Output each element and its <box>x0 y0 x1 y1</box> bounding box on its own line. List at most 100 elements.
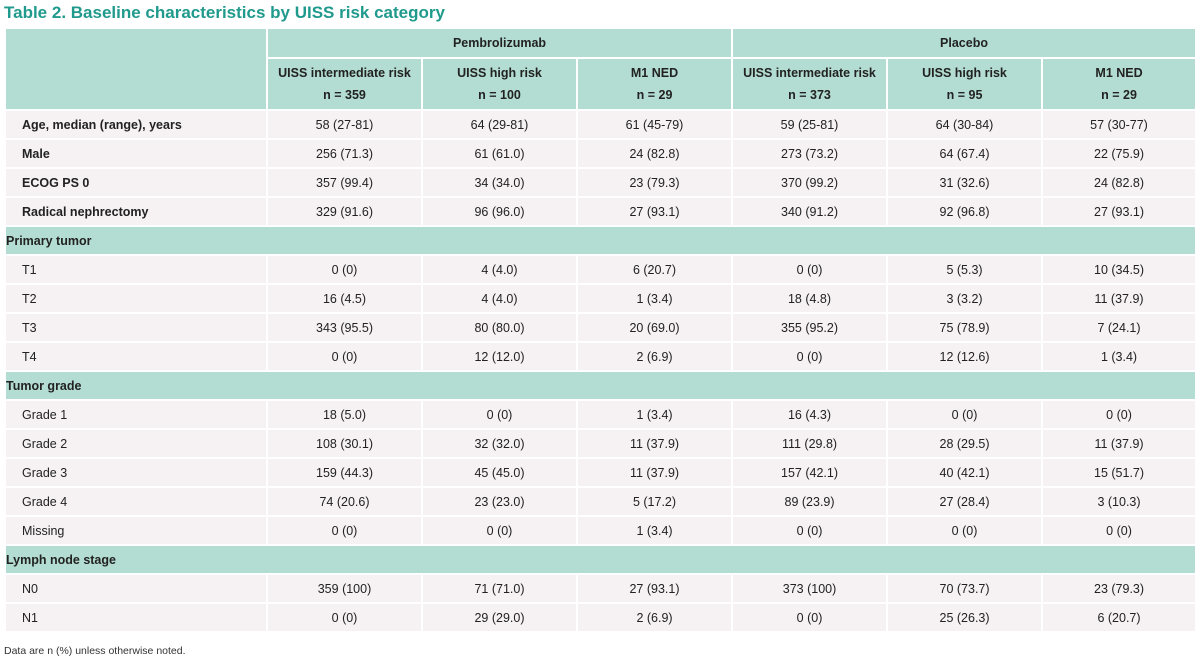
table-cell: 256 (71.3) <box>266 138 423 169</box>
column-header: UISS high risk n = 100 <box>421 57 578 111</box>
table-cell: 75 (78.9) <box>886 312 1044 343</box>
table-title: Table 2. Baseline characteristics by UIS… <box>4 3 445 22</box>
row-label: Radical nephrectomy <box>4 196 268 227</box>
table-cell: 0 (0) <box>1041 399 1198 430</box>
section-title: Lymph node stage <box>3 544 1198 575</box>
table-cell: 27 (93.1) <box>575 196 734 227</box>
table-row: Grade 3 159 (44.3) 45 (45.0) 11 (37.9) 157 (… <box>4 457 1198 488</box>
table-cell: 64 (30-84) <box>886 109 1044 140</box>
table-cell: 29 (29.0) <box>421 602 578 633</box>
row-label: N0 <box>4 573 268 604</box>
table-cell: 1 (3.4) <box>1041 341 1198 372</box>
table-row: T1 0 (0) 4 (4.0) 6 (20.7) 0 (0) 5 (5.3) 10 (34… <box>4 254 1198 285</box>
column-header: UISS intermediate risk n = 359 <box>266 57 423 111</box>
table-row: Missing 0 (0) 0 (0) 1 (3.4) 0 (0) 0 (0) 0 (0) <box>4 515 1198 546</box>
table-cell: 59 (25-81) <box>731 109 889 140</box>
table-cell: 24 (82.8) <box>1041 167 1198 198</box>
table-row: T3 343 (95.5) 80 (80.0) 20 (69.0) 355 (95.2)… <box>4 312 1198 343</box>
table-cell: 27 (28.4) <box>886 486 1044 517</box>
table-cell: 12 (12.6) <box>886 341 1044 372</box>
section-header-row: Lymph node stage <box>3 544 1198 575</box>
table-cell: 159 (44.3) <box>266 457 423 488</box>
row-label: Grade 1 <box>4 399 268 430</box>
column-header: UISS high risk n = 95 <box>886 57 1044 111</box>
table-cell: 10 (34.5) <box>1041 254 1198 285</box>
table-row: T2 16 (4.5) 4 (4.0) 1 (3.4) 18 (4.8) 3 (3.2) 1… <box>4 283 1198 314</box>
table-cell: 1 (3.4) <box>575 515 734 546</box>
table-cell: 6 (20.7) <box>575 254 734 285</box>
table-row: N1 0 (0) 29 (29.0) 2 (6.9) 0 (0) 25 (26.3) 6 (… <box>4 602 1198 633</box>
table-cell: 6 (20.7) <box>1041 602 1198 633</box>
table-cell: 45 (45.0) <box>421 457 578 488</box>
row-label: Missing <box>4 515 268 546</box>
table-cell: 0 (0) <box>731 515 889 546</box>
table-cell: 23 (79.3) <box>575 167 734 198</box>
section-header-row: Primary tumor <box>3 225 1198 256</box>
table-cell: 157 (42.1) <box>731 457 889 488</box>
table-cell: 27 (93.1) <box>575 573 734 604</box>
table-cell: 5 (17.2) <box>575 486 734 517</box>
group-header-pembrolizumab: Pembrolizumab <box>265 27 734 59</box>
table-cell: 24 (82.8) <box>575 138 734 169</box>
table-cell: 11 (37.9) <box>575 457 734 488</box>
group-header-placebo: Placebo <box>731 27 1198 59</box>
table-cell: 58 (27-81) <box>266 109 423 140</box>
table-cell: 22 (75.9) <box>1041 138 1198 169</box>
table-cell: 18 (5.0) <box>266 399 423 430</box>
table-cell: 11 (37.9) <box>1041 428 1198 459</box>
table-cell: 20 (69.0) <box>575 312 734 343</box>
table-cell: 12 (12.0) <box>421 341 578 372</box>
table-cell: 273 (73.2) <box>731 138 889 169</box>
table-cell: 7 (24.1) <box>1041 312 1198 343</box>
table-cell: 0 (0) <box>731 254 889 285</box>
table-cell: 70 (73.7) <box>886 573 1044 604</box>
table-cell: 0 (0) <box>1041 515 1198 546</box>
table-cell: 0 (0) <box>266 515 423 546</box>
table-cell: 31 (32.6) <box>886 167 1044 198</box>
row-label: T4 <box>4 341 268 372</box>
table-cell: 3 (10.3) <box>1041 486 1198 517</box>
table-cell: 3 (3.2) <box>886 283 1044 314</box>
table-cell: 111 (29.8) <box>731 428 889 459</box>
table-cell: 16 (4.3) <box>731 399 889 430</box>
table-cell: 2 (6.9) <box>575 602 734 633</box>
table-cell: 16 (4.5) <box>266 283 423 314</box>
table-cell: 74 (20.6) <box>266 486 423 517</box>
table-cell: 25 (26.3) <box>886 602 1044 633</box>
row-label: T2 <box>4 283 268 314</box>
table-cell: 0 (0) <box>886 515 1044 546</box>
table-cell: 1 (3.4) <box>575 283 734 314</box>
table-cell: 5 (5.3) <box>886 254 1044 285</box>
row-label: Grade 3 <box>4 457 268 488</box>
table-cell: 23 (23.0) <box>421 486 578 517</box>
table-cell: 57 (30-77) <box>1041 109 1198 140</box>
table-body: Age, median (range), years 58 (27-81) 64 (… <box>3 109 1198 633</box>
table-cell: 1 (3.4) <box>575 399 734 430</box>
table-row: Male 256 (71.3) 61 (61.0) 24 (82.8) 273 (73.… <box>4 138 1198 169</box>
table-cell: 0 (0) <box>266 602 423 633</box>
table-cell: 0 (0) <box>731 602 889 633</box>
table-cell: 4 (4.0) <box>421 283 578 314</box>
table-cell: 108 (30.1) <box>266 428 423 459</box>
table-cell: 28 (29.5) <box>886 428 1044 459</box>
section-header-row: Tumor grade <box>3 370 1198 401</box>
row-label: Age, median (range), years <box>4 109 268 140</box>
table-cell: 0 (0) <box>421 399 578 430</box>
row-label: T1 <box>4 254 268 285</box>
table-cell: 370 (99.2) <box>731 167 889 198</box>
section-title: Tumor grade <box>3 370 1198 401</box>
table-cell: 64 (29-81) <box>421 109 578 140</box>
table-cell: 355 (95.2) <box>731 312 889 343</box>
table-cell: 23 (79.3) <box>1041 573 1198 604</box>
table-cell: 0 (0) <box>266 254 423 285</box>
row-label: N1 <box>4 602 268 633</box>
table-cell: 61 (45-79) <box>575 109 734 140</box>
table-cell: 340 (91.2) <box>731 196 889 227</box>
table-cell: 40 (42.1) <box>886 457 1044 488</box>
table-cell: 2 (6.9) <box>575 341 734 372</box>
table-cell: 359 (100) <box>266 573 423 604</box>
column-header: M1 NED n = 29 <box>575 57 734 111</box>
table-cell: 0 (0) <box>421 515 578 546</box>
table-cell: 4 (4.0) <box>421 254 578 285</box>
table-cell: 71 (71.0) <box>421 573 578 604</box>
